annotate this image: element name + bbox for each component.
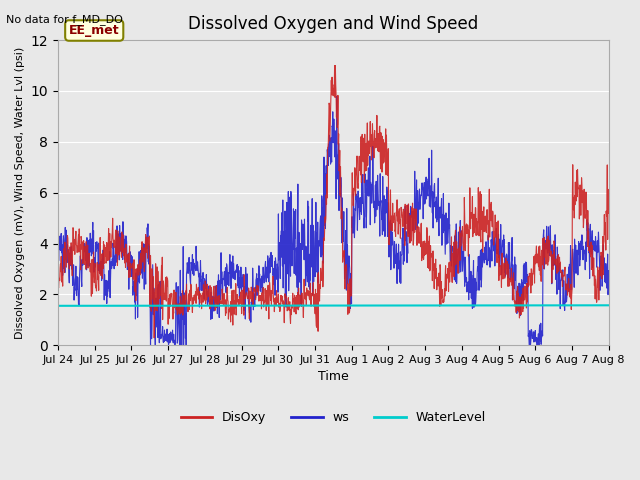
DisOxy [310,280,317,286]
DisOxy [119,232,127,238]
ws [310,225,317,231]
ws [368,191,376,197]
ws [147,342,154,348]
ws [288,263,296,269]
DisOxy [300,314,307,320]
Legend: DisOxy, ws, WaterLevel: DisOxy, ws, WaterLevel [176,407,491,430]
DisOxy [97,263,104,269]
Title: Dissolved Oxygen and Wind Speed: Dissolved Oxygen and Wind Speed [188,15,479,33]
Text: No data for f_MD_DO: No data for f_MD_DO [6,14,124,25]
DisOxy [368,134,376,140]
Y-axis label: Dissolved Oxygen (mV), Wind Speed, Water Lvl (psi): Dissolved Oxygen (mV), Wind Speed, Water… [15,47,25,339]
Line: ws: ws [58,96,609,345]
DisOxy [150,335,158,341]
ws [605,268,612,274]
ws [119,219,127,225]
DisOxy [331,63,339,69]
Line: DisOxy: DisOxy [58,66,609,338]
Text: EE_met: EE_met [69,24,120,37]
X-axis label: Time: Time [318,371,349,384]
DisOxy [288,303,296,309]
DisOxy [54,271,61,276]
ws [333,94,340,99]
ws [97,266,104,272]
ws [54,242,61,248]
ws [300,243,307,249]
DisOxy [605,201,612,207]
